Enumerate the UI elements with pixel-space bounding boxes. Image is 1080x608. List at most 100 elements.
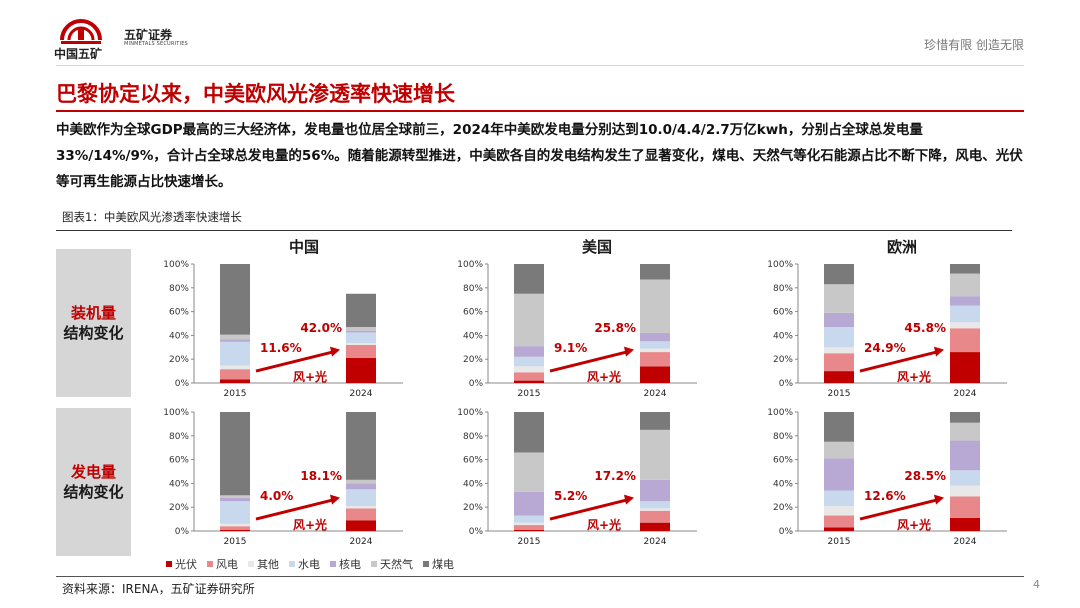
bar-segment-风电 — [346, 508, 376, 521]
y-tick-label: 80% — [463, 284, 483, 294]
header-divider — [56, 65, 1024, 66]
stacked-bar-chart-欧洲-0: 0% 20% 40% 60% 80% 100% 2015 2024 24.9% 45.8% 风+光 — [767, 260, 1007, 399]
y-tick-label: 80% — [463, 432, 483, 442]
x-tick-label: 2024 — [350, 537, 373, 547]
trend-arrow-head — [624, 494, 634, 505]
wind-solar-label: 风+光 — [897, 369, 931, 384]
share-label-2024: 45.8% — [904, 321, 946, 335]
trend-arrow-head — [934, 346, 944, 357]
bar-segment-水电 — [220, 501, 250, 524]
bar-segment-核电 — [824, 312, 854, 328]
figure-caption: 图表1：中美欧风光渗透率快速增长 — [62, 210, 242, 224]
legend-swatch — [423, 561, 429, 567]
wind-solar-label: 风+光 — [293, 517, 327, 532]
bar-segment-天然气 — [824, 284, 854, 313]
source-note: 资料来源：IRENA，五矿证券研究所 — [62, 582, 255, 596]
share-label-2015: 5.2% — [554, 489, 587, 503]
bar-segment-光伏 — [824, 527, 854, 531]
bar-segment-光伏 — [514, 380, 544, 383]
bar-segment-核电 — [514, 491, 544, 516]
legend-label: 水电 — [298, 558, 320, 571]
trend-arrow — [859, 498, 939, 521]
wind-solar-label: 风+光 — [293, 369, 327, 384]
column-title-usa: 美国 — [581, 238, 612, 256]
legend-swatch — [248, 561, 254, 567]
y-tick-label: 100% — [767, 408, 793, 418]
y-tick-label: 20% — [773, 503, 793, 513]
legend-label: 核电 — [339, 558, 361, 571]
legend-label: 天然气 — [380, 558, 413, 571]
y-tick-label: 60% — [463, 456, 483, 466]
figure-divider — [56, 230, 1012, 231]
legend-item-煤电: 煤电 — [423, 556, 454, 572]
column-title-china: 中国 — [288, 238, 319, 256]
bar-segment-核电 — [220, 339, 250, 342]
page-number: 4 — [1033, 578, 1040, 591]
y-tick-label: 0% — [175, 379, 190, 389]
bar-segment-天然气 — [220, 495, 250, 498]
x-tick-label: 2024 — [644, 537, 667, 547]
share-label-2015: 4.0% — [260, 489, 293, 503]
y-tick-label: 80% — [773, 284, 793, 294]
bar-segment-风电 — [640, 352, 670, 367]
bar-segment-煤电 — [950, 264, 980, 274]
bar-segment-水电 — [640, 341, 670, 349]
bar-segment-其他 — [824, 506, 854, 516]
bar-segment-天然气 — [514, 293, 544, 347]
bar-segment-煤电 — [824, 264, 854, 285]
trend-arrow — [549, 350, 629, 373]
x-tick-label: 2024 — [350, 389, 373, 399]
bar-segment-煤电 — [220, 412, 250, 496]
legend-swatch — [207, 561, 213, 567]
bar-segment-核电 — [824, 458, 854, 491]
y-tick-label: 20% — [773, 355, 793, 365]
trend-arrow — [255, 350, 335, 373]
y-tick-label: 60% — [773, 308, 793, 318]
bar-segment-其他 — [346, 506, 376, 509]
bar-segment-风电 — [220, 369, 250, 380]
bar-segment-天然气 — [346, 327, 376, 331]
bar-segment-天然气 — [950, 273, 980, 297]
minmetals-logo — [60, 19, 102, 44]
x-tick-label: 2024 — [954, 537, 977, 547]
bar-segment-其他 — [950, 322, 980, 329]
bar-segment-光伏 — [346, 358, 376, 383]
legend-item-光伏: 光伏 — [166, 556, 197, 572]
y-tick-label: 0% — [779, 379, 794, 389]
bar-segment-水电 — [346, 332, 376, 344]
column-title-europe: 欧洲 — [886, 238, 917, 256]
bar-segment-水电 — [346, 489, 376, 507]
bar-segment-风电 — [950, 496, 980, 518]
row-label-line1: 装机量 — [70, 304, 116, 322]
legend-item-核电: 核电 — [330, 556, 361, 572]
wind-solar-label: 风+光 — [587, 369, 621, 384]
y-tick-label: 80% — [169, 432, 189, 442]
bar-segment-天然气 — [950, 422, 980, 441]
y-tick-label: 0% — [175, 527, 190, 537]
trend-arrow — [859, 350, 939, 373]
brand-en: MINMETALS SECURITIES — [124, 41, 188, 47]
bar-segment-风电 — [950, 328, 980, 353]
y-tick-label: 40% — [773, 479, 793, 489]
wind-solar-label: 风+光 — [587, 517, 621, 532]
bar-segment-核电 — [950, 440, 980, 471]
row-label-generation: 发电量 结构变化 — [56, 408, 131, 556]
bar-segment-光伏 — [640, 366, 670, 383]
bar-segment-风电 — [346, 344, 376, 359]
title-underline — [56, 110, 1024, 112]
bar-segment-光伏 — [346, 520, 376, 531]
y-tick-label: 60% — [169, 456, 189, 466]
y-tick-label: 80% — [169, 284, 189, 294]
y-tick-label: 100% — [767, 260, 793, 270]
brand-name: 五矿证券 — [124, 28, 173, 42]
wind-solar-label: 风+光 — [897, 517, 931, 532]
bar-segment-风电 — [824, 515, 854, 528]
legend-item-天然气: 天然气 — [371, 556, 413, 572]
bar-segment-天然气 — [220, 334, 250, 340]
y-tick-label: 100% — [457, 408, 483, 418]
bar-segment-天然气 — [640, 429, 670, 480]
bar-segment-风电 — [824, 353, 854, 372]
x-tick-label: 2024 — [644, 389, 667, 399]
bar-segment-其他 — [950, 485, 980, 497]
legend-item-风电: 风电 — [207, 556, 238, 572]
